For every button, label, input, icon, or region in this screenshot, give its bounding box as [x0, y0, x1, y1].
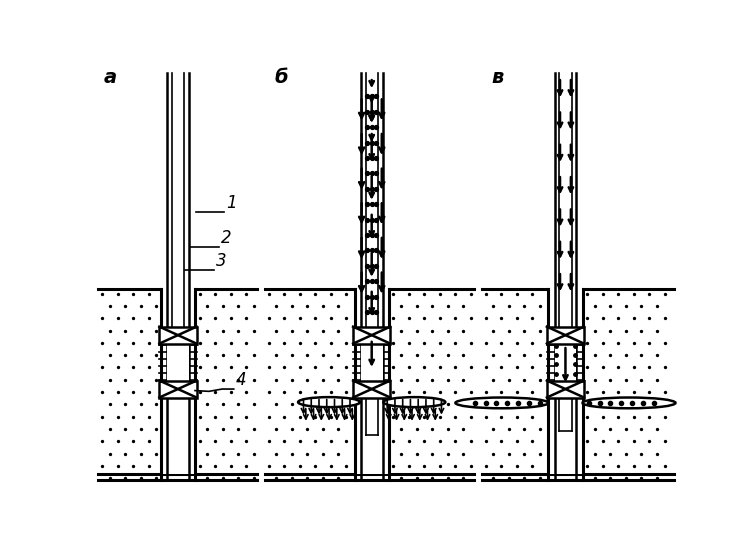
Bar [353, 381, 391, 398]
Ellipse shape [298, 397, 360, 407]
Ellipse shape [383, 397, 446, 407]
Text: б: б [274, 68, 288, 86]
Bar [161, 289, 195, 474]
Bar [555, 344, 576, 381]
Bar [353, 327, 391, 344]
Text: 3: 3 [216, 252, 226, 270]
Bar [167, 344, 188, 381]
Text: в: в [491, 68, 504, 86]
Text: 2: 2 [221, 229, 231, 247]
Text: 4: 4 [235, 371, 246, 389]
Ellipse shape [583, 398, 676, 408]
Bar [354, 289, 389, 474]
Bar [547, 327, 584, 344]
Text: а: а [103, 68, 117, 86]
Ellipse shape [455, 398, 548, 408]
Bar [547, 381, 584, 398]
Bar [361, 344, 382, 381]
Text: 1: 1 [226, 194, 237, 212]
Bar [159, 381, 197, 398]
Bar [548, 289, 583, 474]
Bar [159, 327, 197, 344]
